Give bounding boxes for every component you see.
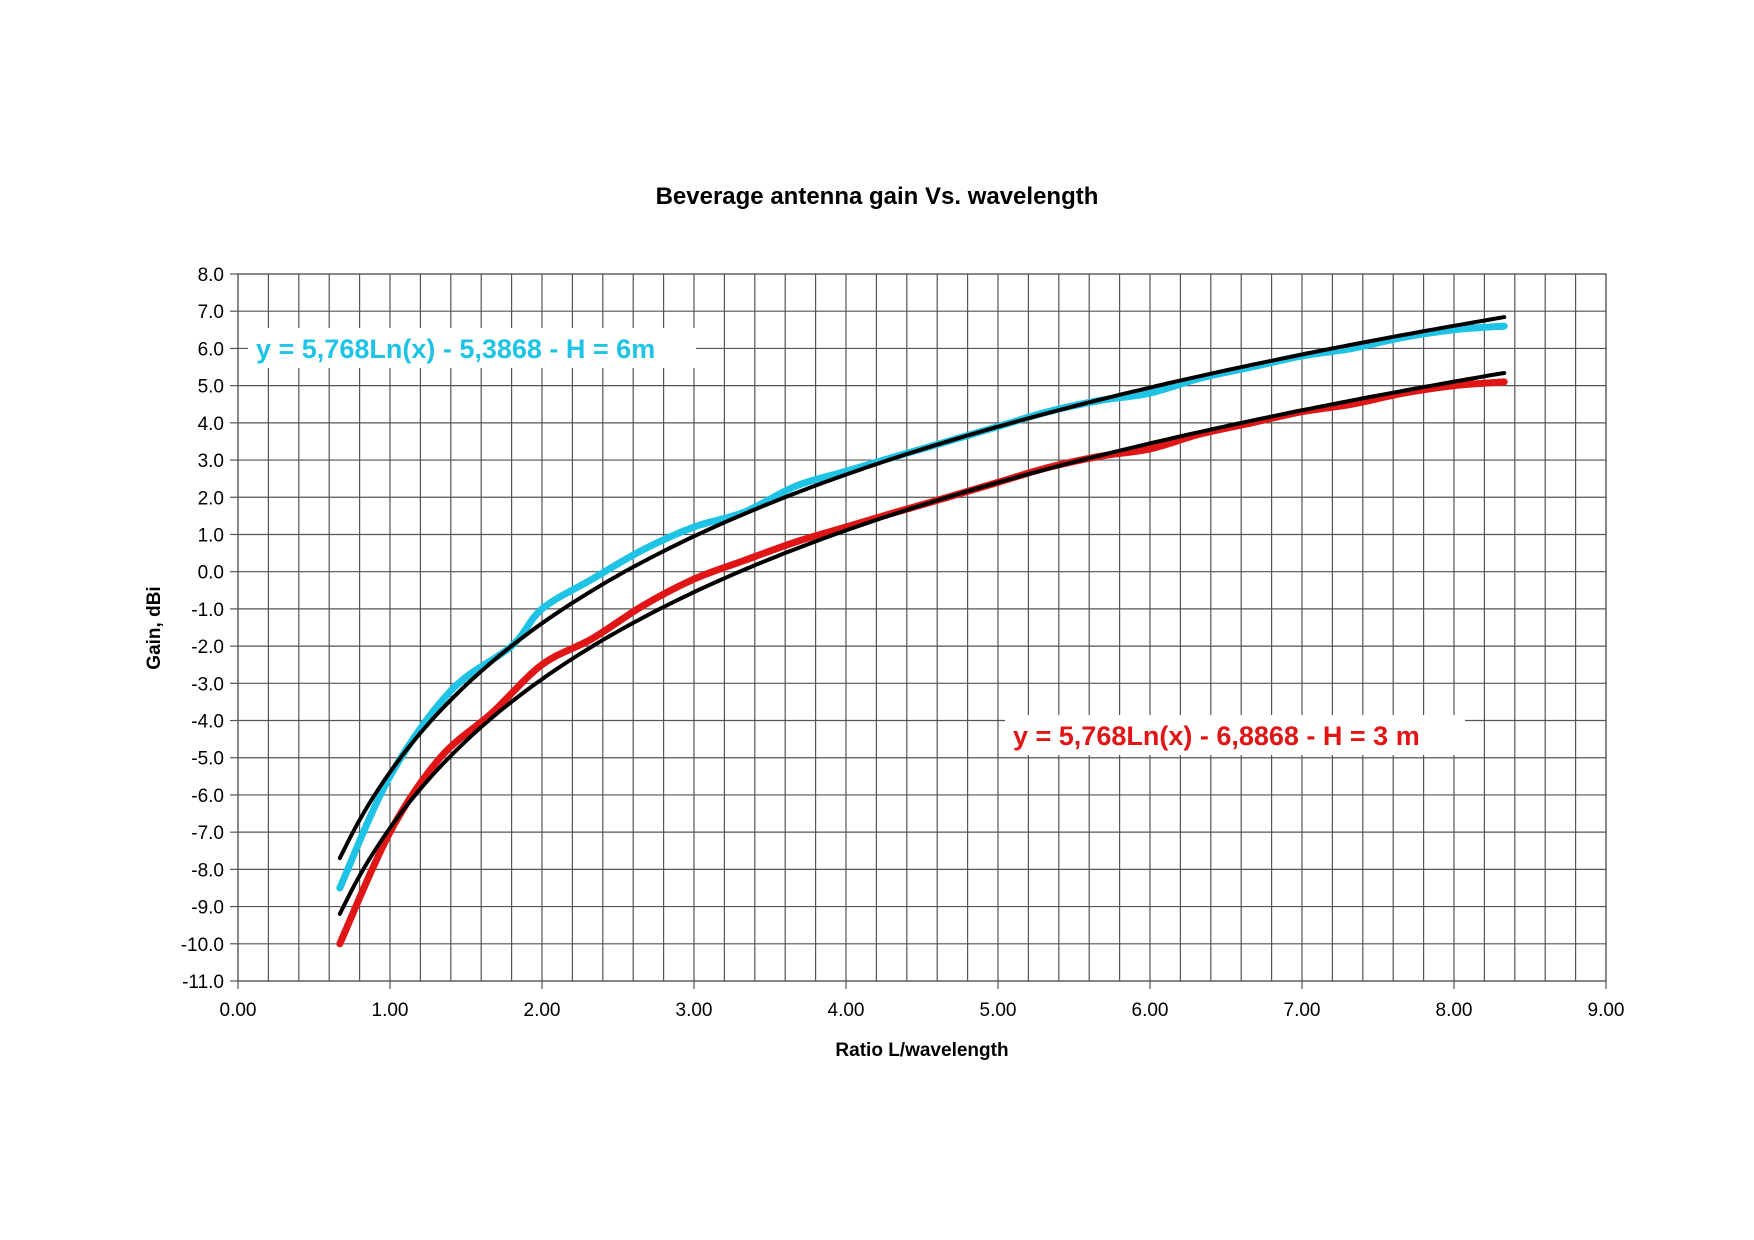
y-tick-label: -2.0: [191, 637, 224, 658]
grid: [238, 274, 1606, 981]
x-tick-label: 7.00: [1284, 1000, 1321, 1021]
annotation-box-6m: [248, 328, 696, 368]
annotation-box-3m: [1005, 715, 1465, 755]
x-tick-label: 6.00: [1132, 1000, 1169, 1021]
y-axis-ticks: 8.0 7.0 6.0 5.0 4.0 3.0 2.0 1.0 0.0 -1.0 -2.0 -3.0 -…: [181, 265, 238, 993]
y-tick-label: -10.0: [181, 935, 224, 956]
y-tick-label: -11.0: [182, 972, 224, 993]
x-tick-label: 5.00: [980, 1000, 1017, 1021]
y-tick-label: 3.0: [198, 451, 224, 472]
y-tick-label: 8.0: [198, 265, 224, 286]
y-tick-label: -6.0: [191, 786, 224, 807]
series-group: [336, 315, 1508, 948]
chart-title: Beverage antenna gain Vs. wavelength: [656, 183, 1099, 210]
y-tick-label: 5.0: [198, 377, 224, 398]
x-tick-label: 2.00: [524, 1000, 561, 1021]
y-tick-label: 0.0: [198, 563, 224, 584]
x-tick-label: 1.00: [372, 1000, 409, 1021]
x-tick-label: 3.00: [676, 1000, 713, 1021]
trendline-2: [337, 315, 1507, 861]
y-tick-label: 1.0: [198, 525, 224, 546]
x-axis-ticks: 0.00 1.00 2.00 3.00 4.00 5.00 6.00 7.00 8.00 9.00: [220, 981, 1625, 1021]
y-axis-label: Gain, dBi: [144, 586, 165, 669]
y-tick-label: -5.0: [191, 749, 224, 770]
x-tick-label: 9.00: [1588, 1000, 1625, 1021]
y-tick-label: 2.0: [198, 488, 224, 509]
plot-area: [237, 273, 1607, 982]
y-tick-label: 4.0: [198, 414, 224, 435]
y-tick-label: -9.0: [191, 898, 224, 919]
y-tick-label: 7.0: [198, 302, 224, 323]
trendline-3: [337, 371, 1507, 916]
y-tick-label: 6.0: [198, 339, 224, 360]
y-tick-label: -7.0: [191, 823, 224, 844]
y-tick-label: -1.0: [191, 600, 224, 621]
annotation-6m: y = 5,768Ln(x) - 5,3868 - H = 6m: [256, 334, 655, 364]
x-tick-label: 0.00: [220, 1000, 257, 1021]
y-tick-label: -3.0: [191, 674, 224, 695]
x-tick-label: 8.00: [1436, 1000, 1473, 1021]
y-tick-label: -4.0: [191, 712, 224, 733]
x-tick-label: 4.00: [828, 1000, 865, 1021]
annotation-3m: y = 5,768Ln(x) - 6,8868 - H = 3 m: [1013, 721, 1420, 751]
y-tick-label: -8.0: [191, 860, 224, 881]
x-axis-label: Ratio L/wavelength: [835, 1040, 1008, 1061]
